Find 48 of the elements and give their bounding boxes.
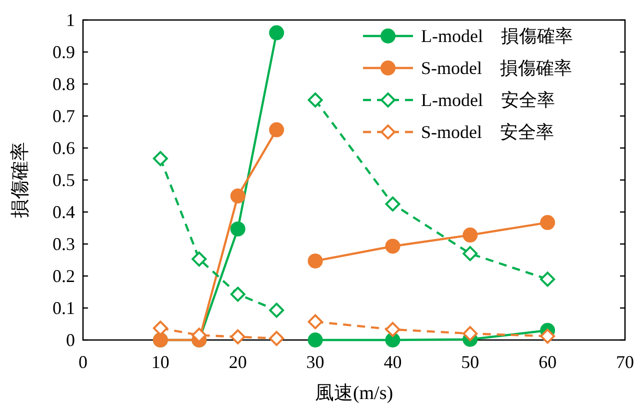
y-tick-label: 0.5 xyxy=(52,170,75,190)
point xyxy=(230,286,246,302)
x-tick-label: 30 xyxy=(306,352,324,372)
x-tick-label: 60 xyxy=(538,352,557,372)
point xyxy=(385,238,400,254)
y-tick-label: 0.9 xyxy=(52,42,75,62)
x-tick-label: 50 xyxy=(461,352,480,372)
point xyxy=(269,25,284,40)
point xyxy=(192,252,207,267)
point xyxy=(152,151,168,166)
y-tick-label: 0.2 xyxy=(52,266,75,286)
point xyxy=(462,246,478,262)
point xyxy=(462,228,478,243)
point xyxy=(230,329,246,344)
point xyxy=(308,92,323,108)
legend-label: L-model 安全率 xyxy=(421,90,555,110)
point xyxy=(308,253,323,268)
point xyxy=(540,328,556,344)
legend-label: S-model 安全率 xyxy=(421,122,554,142)
y-tick-label: 0.3 xyxy=(52,234,75,254)
point xyxy=(230,221,246,236)
x-tick-label: 0 xyxy=(78,352,88,372)
point xyxy=(269,330,284,346)
point xyxy=(540,215,556,230)
x-tick-label: 20 xyxy=(228,352,247,372)
point xyxy=(308,314,323,330)
point xyxy=(385,322,400,337)
point xyxy=(308,332,323,348)
point xyxy=(462,326,478,342)
legend-label: L-model 損傷確率 xyxy=(421,26,573,46)
point xyxy=(269,302,284,318)
y-tick-label: 0.1 xyxy=(52,298,75,318)
y-tick-label: 1 xyxy=(66,10,75,30)
x-axis-title: 風速(m/s) xyxy=(314,383,394,404)
y-tick-label: 0.6 xyxy=(52,138,75,158)
x-tick-label: 40 xyxy=(384,352,402,372)
y-tick-label: 0.8 xyxy=(52,74,75,94)
legend-label: S-model 損傷確率 xyxy=(421,58,572,78)
y-axis-title: 損傷確率 xyxy=(9,142,31,218)
point xyxy=(385,196,400,212)
x-tick-label: 70 xyxy=(616,352,634,372)
point xyxy=(230,188,246,204)
point xyxy=(269,122,284,138)
y-tick-label: 0 xyxy=(66,330,75,350)
y-tick-label: 0.4 xyxy=(52,202,75,222)
point xyxy=(540,272,556,287)
y-tick-label: 0.7 xyxy=(52,106,75,126)
x-tick-label: 10 xyxy=(151,352,170,372)
